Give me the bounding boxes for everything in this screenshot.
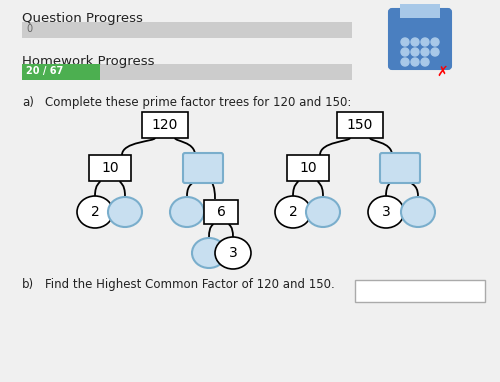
Circle shape [431,48,439,56]
FancyBboxPatch shape [287,155,329,181]
Ellipse shape [192,238,226,268]
Text: 10: 10 [299,161,317,175]
Ellipse shape [275,196,311,228]
Text: Find the Highest Common Factor of 120 and 150.: Find the Highest Common Factor of 120 an… [45,278,335,291]
FancyBboxPatch shape [142,112,188,138]
Text: a): a) [22,96,34,109]
Ellipse shape [108,197,142,227]
Text: 3: 3 [228,246,237,260]
Text: 0: 0 [26,24,32,34]
FancyBboxPatch shape [380,153,420,183]
Text: Complete these prime factor trees for 120 and 150:: Complete these prime factor trees for 12… [45,96,352,109]
Text: ✗: ✗ [436,65,448,79]
Text: b): b) [22,278,34,291]
Circle shape [401,48,409,56]
Circle shape [401,38,409,46]
Circle shape [401,58,409,66]
FancyBboxPatch shape [183,153,223,183]
Circle shape [421,48,429,56]
Circle shape [421,58,429,66]
Ellipse shape [77,196,113,228]
FancyBboxPatch shape [389,9,451,69]
Ellipse shape [215,237,251,269]
Ellipse shape [368,196,404,228]
FancyBboxPatch shape [400,4,440,18]
Text: 3: 3 [382,205,390,219]
Text: 120: 120 [152,118,178,132]
FancyBboxPatch shape [204,200,238,224]
Text: 10: 10 [101,161,119,175]
Circle shape [411,58,419,66]
Text: Homework Progress: Homework Progress [22,55,154,68]
Circle shape [411,48,419,56]
Text: 20 / 67: 20 / 67 [26,66,63,76]
Circle shape [431,38,439,46]
FancyBboxPatch shape [337,112,383,138]
Text: 2: 2 [288,205,298,219]
FancyBboxPatch shape [22,64,352,80]
Ellipse shape [401,197,435,227]
FancyBboxPatch shape [89,155,131,181]
Text: Question Progress: Question Progress [22,12,143,25]
FancyBboxPatch shape [355,280,485,302]
Ellipse shape [306,197,340,227]
Text: 150: 150 [347,118,373,132]
FancyBboxPatch shape [22,64,100,80]
Circle shape [411,38,419,46]
Text: 2: 2 [90,205,100,219]
Ellipse shape [170,197,204,227]
Text: 6: 6 [216,205,226,219]
FancyBboxPatch shape [22,22,352,38]
Circle shape [421,38,429,46]
